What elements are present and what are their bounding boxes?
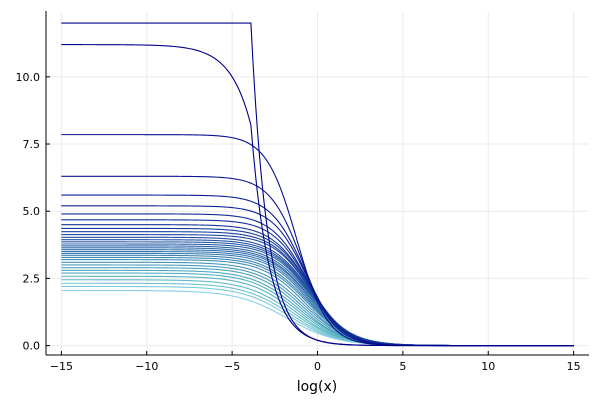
x-tick-label: 5 [399, 360, 406, 373]
y-tick-label: 5.0 [23, 205, 41, 218]
y-tick-label: 0.0 [23, 340, 41, 353]
y-tick-label: 7.5 [23, 138, 41, 151]
ticks: −15 −10 −5 0 5 10 15 0.0 2.5 5.0 7.5 10.0 [16, 71, 581, 373]
x-tick-label: 15 [567, 360, 581, 373]
series-line [61, 22, 574, 347]
x-tick-label: −5 [224, 360, 240, 373]
x-tick-label: 0 [314, 360, 321, 373]
grid [46, 11, 589, 355]
x-tick-label: −10 [135, 360, 158, 373]
y-tick-label: 10.0 [16, 71, 41, 84]
x-axis-label: log(x) [297, 379, 338, 395]
series-lines [61, 22, 574, 347]
x-tick-label: 10 [481, 360, 495, 373]
x-tick-label: −15 [50, 360, 73, 373]
y-tick-label: 2.5 [23, 272, 41, 285]
